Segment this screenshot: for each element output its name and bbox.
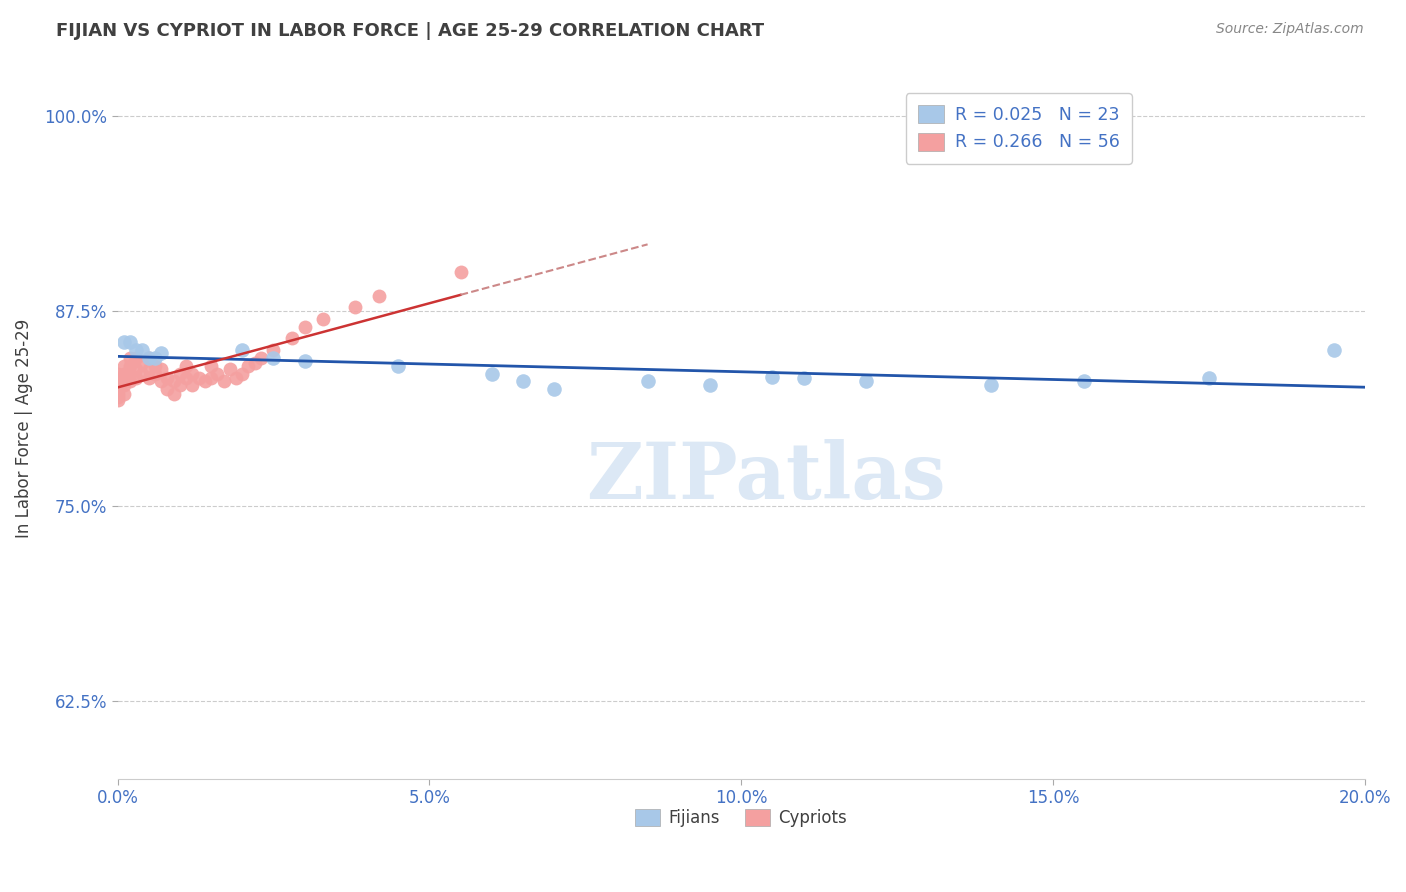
Point [481,367,503,381]
Point [231,367,253,381]
Point [156,382,179,396]
Point [368,288,391,302]
Legend: Fijians, Cypriots: Fijians, Cypriots [628,802,853,834]
Point [112,377,135,392]
Point [107,390,129,404]
Point [231,343,253,358]
Point [174,371,197,385]
Text: ZIPatlas: ZIPatlas [586,439,946,516]
Point [112,359,135,373]
Text: Source: ZipAtlas.com: Source: ZipAtlas.com [1216,22,1364,37]
Point [112,367,135,381]
Point [980,377,1002,392]
Point [118,335,141,350]
Point [238,359,260,373]
Point [262,351,284,365]
Point [1322,343,1344,358]
Point [118,367,141,381]
Point [138,351,160,365]
Point [143,367,166,381]
Point [281,331,304,345]
Point [294,354,316,368]
Point [150,362,173,376]
Point [174,359,197,373]
Point [150,346,173,360]
Point [225,371,247,385]
Point [1073,375,1095,389]
Point [450,265,472,279]
Point [243,356,266,370]
Point [194,375,217,389]
Point [761,369,783,384]
Point [107,367,129,381]
Point [138,371,160,385]
Point [212,375,235,389]
Point [200,371,222,385]
Point [855,375,877,389]
Point [107,375,129,389]
Point [118,375,141,389]
Point [218,362,240,376]
Point [118,359,141,373]
Point [138,362,160,376]
Point [131,367,153,381]
Point [294,319,316,334]
Point [138,351,160,365]
Point [187,371,209,385]
Point [169,377,191,392]
Point [125,371,148,385]
Point [1198,371,1220,385]
Point [125,362,148,376]
Point [387,359,409,373]
Point [112,387,135,401]
Point [169,367,191,381]
Point [207,367,229,381]
Point [163,387,186,401]
Y-axis label: In Labor Force | Age 25-29: In Labor Force | Age 25-29 [15,318,32,538]
Point [143,351,166,365]
Point [143,359,166,373]
Point [107,382,129,396]
Point [131,343,153,358]
Point [543,382,565,396]
Point [792,371,814,385]
Point [181,367,204,381]
Text: FIJIAN VS CYPRIOT IN LABOR FORCE | AGE 25-29 CORRELATION CHART: FIJIAN VS CYPRIOT IN LABOR FORCE | AGE 2… [56,22,765,40]
Point [181,377,204,392]
Point [150,375,173,389]
Point [156,371,179,385]
Point [125,351,148,365]
Point [262,343,284,358]
Point [107,393,129,408]
Point [118,351,141,365]
Point [637,375,659,389]
Point [131,356,153,370]
Point [163,375,186,389]
Point [112,375,135,389]
Point [512,375,534,389]
Point [699,377,721,392]
Point [125,343,148,358]
Point [200,359,222,373]
Point [343,300,366,314]
Point [107,387,129,401]
Point [112,335,135,350]
Point [312,312,335,326]
Point [250,351,273,365]
